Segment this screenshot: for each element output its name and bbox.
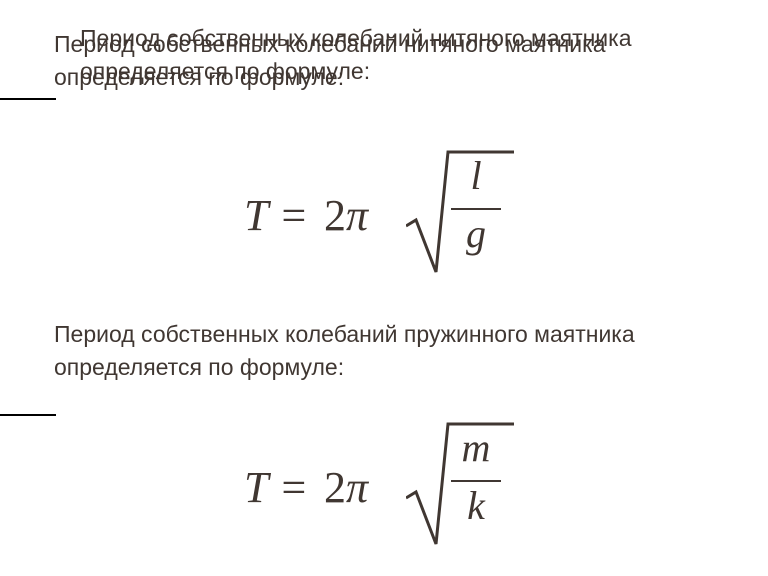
formula2-coef: 2π: [324, 462, 368, 513]
formula1-radical: l g: [406, 148, 516, 278]
formula1-two: 2: [324, 191, 346, 240]
formula2-num: m: [450, 428, 502, 476]
formula2-den: k: [450, 486, 502, 534]
formula1-lhs: T =: [244, 190, 308, 241]
formula1-bar: [451, 208, 501, 210]
formula2-two: 2: [324, 463, 346, 512]
formula2-radical: m k: [406, 420, 516, 550]
formula-1: T = 2π l g: [0, 148, 768, 283]
formula1-pi: π: [346, 191, 368, 240]
formula1-fraction: l g: [450, 156, 502, 262]
side-dash-2: [0, 414, 56, 416]
formula1-coef: 2π: [324, 190, 368, 241]
formula2-pi: π: [346, 463, 368, 512]
side-dash-1: [0, 98, 56, 100]
formula-2: T = 2π m k: [0, 420, 768, 555]
formula2-lhs: T =: [244, 462, 308, 513]
desc2: Период собственных колебаний пружинного …: [54, 318, 694, 385]
formula1-num: l: [450, 156, 502, 204]
formula2-bar: [451, 480, 501, 482]
desc1-overlay-wide: Период собственных колебаний нитяного ма…: [54, 28, 694, 95]
formula1-den: g: [450, 214, 502, 262]
formula2-fraction: m k: [450, 428, 502, 534]
